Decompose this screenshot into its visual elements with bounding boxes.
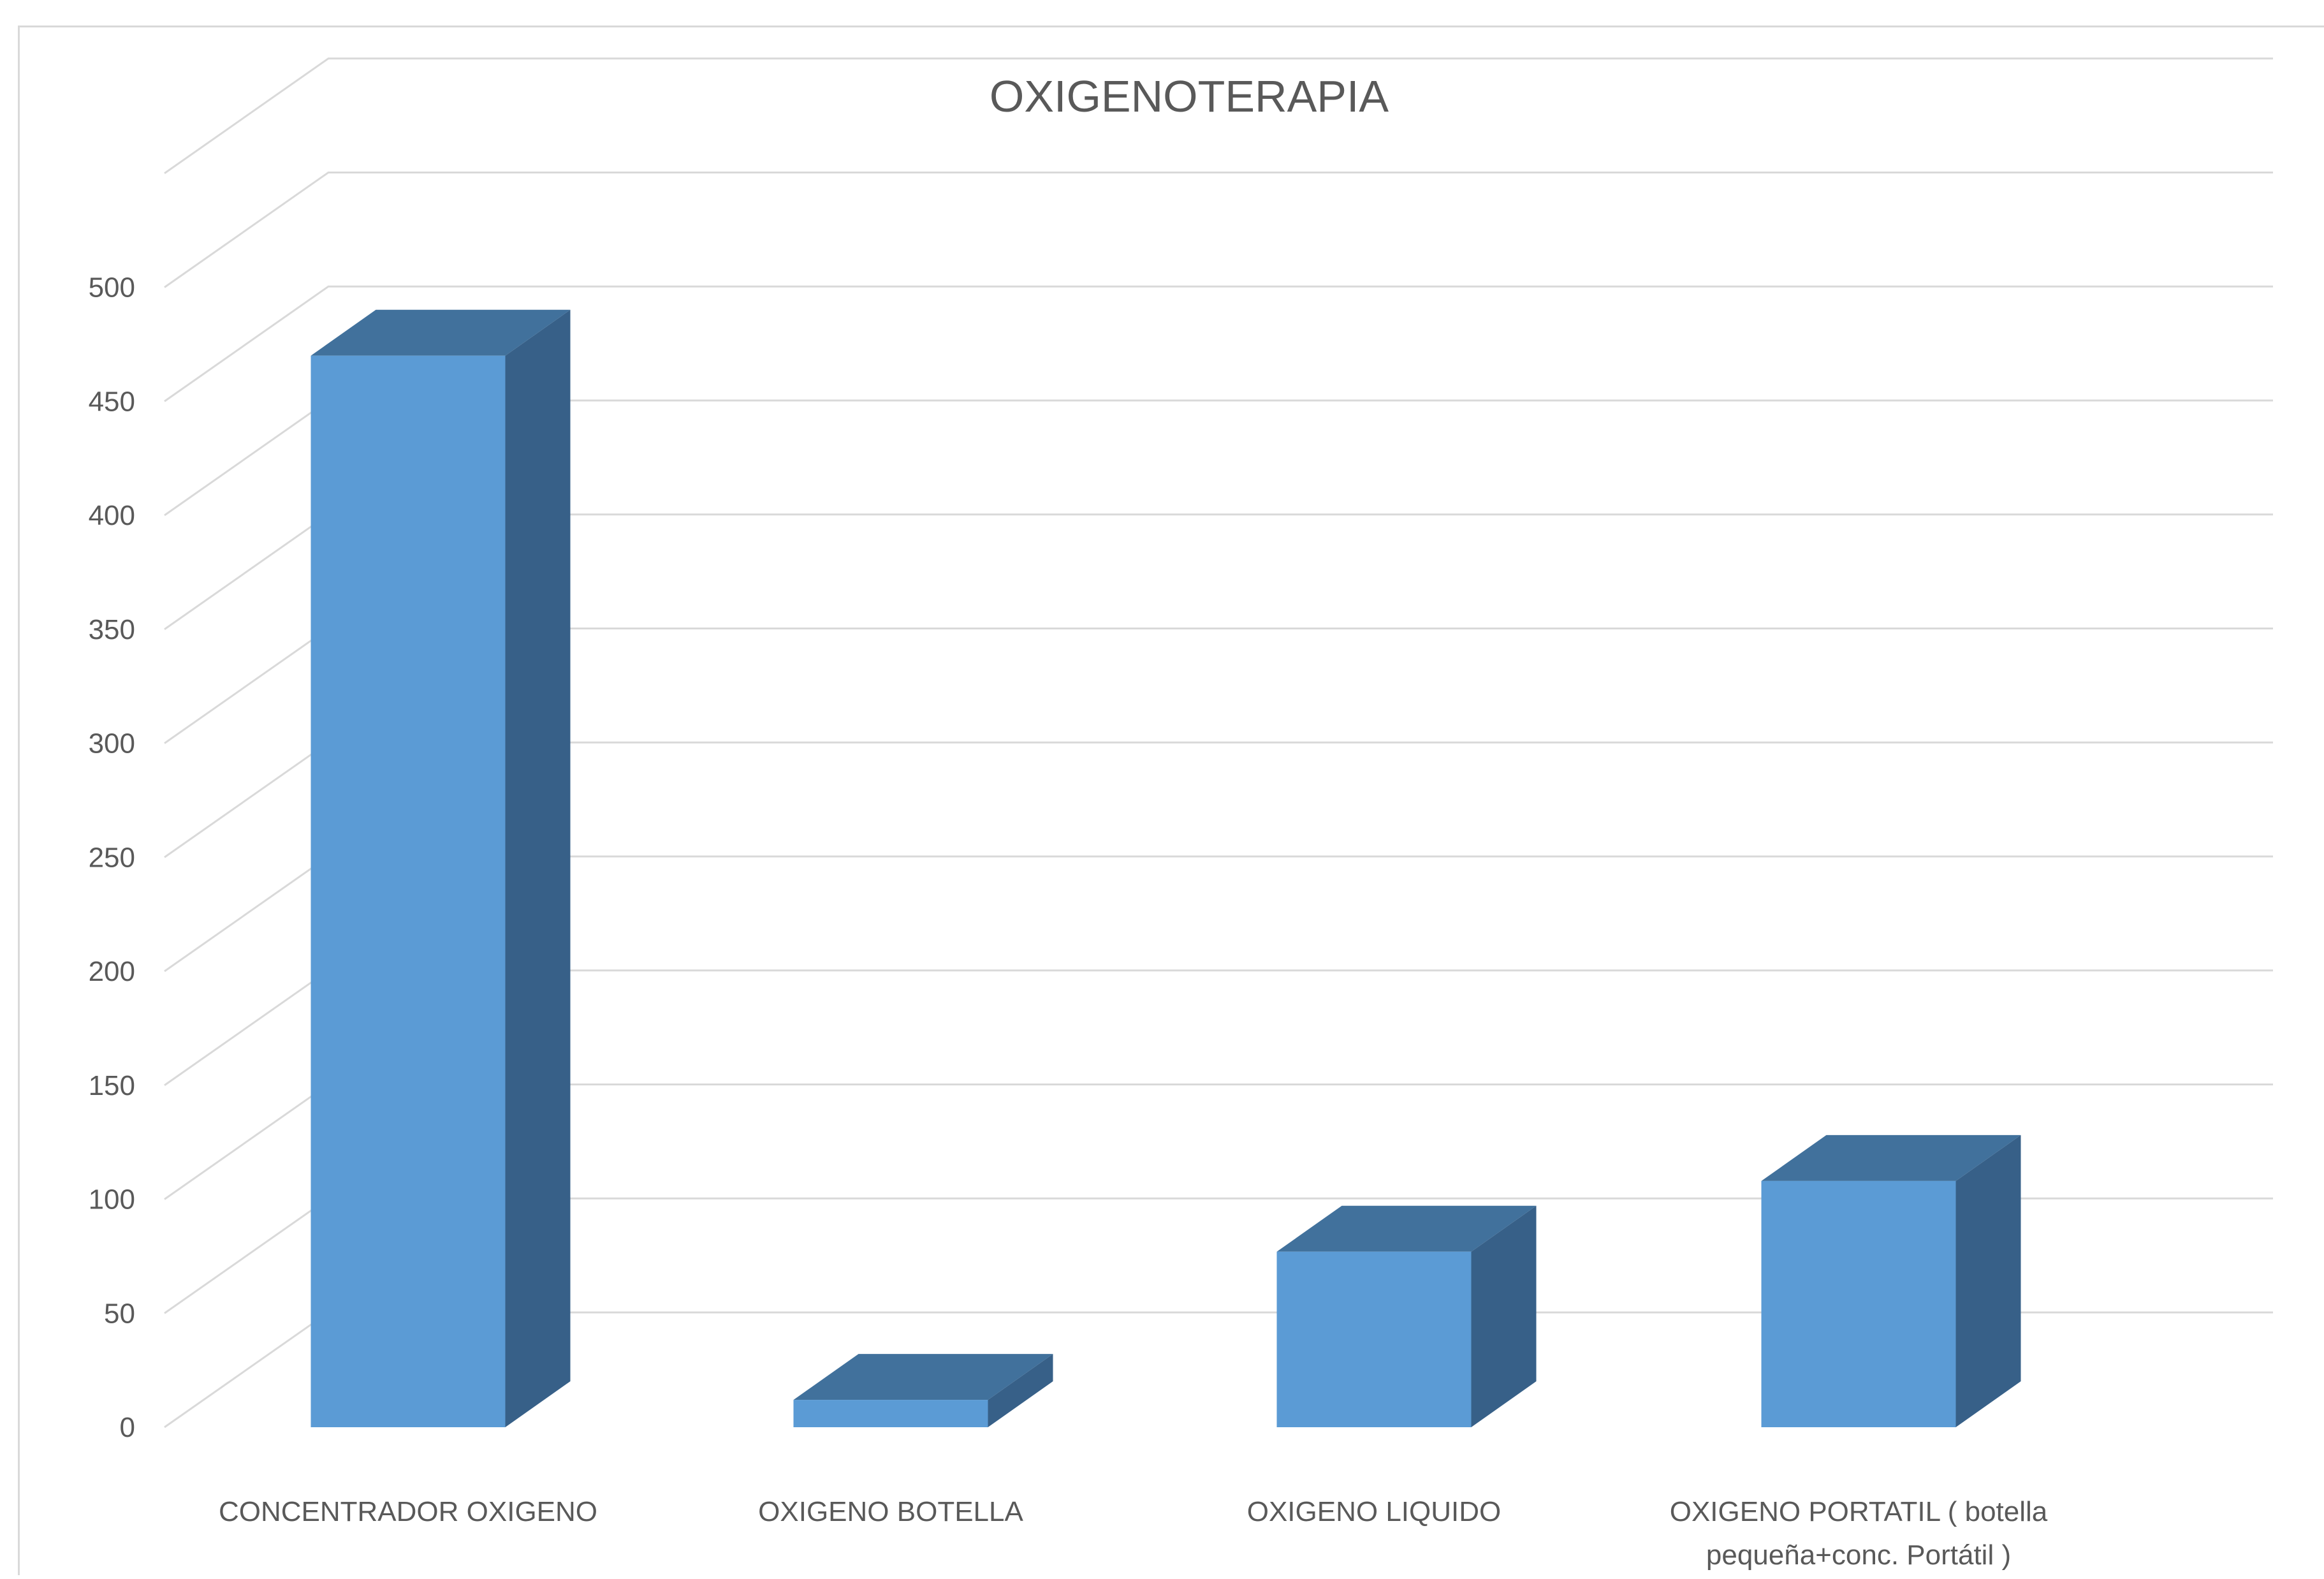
- bar-front: [1276, 1251, 1472, 1427]
- bar-front: [793, 1400, 988, 1427]
- x-category-label: OXIGENO PORTATIL ( botella: [1670, 1496, 2048, 1527]
- y-tick-label: 350: [89, 614, 135, 645]
- bar-side: [988, 1354, 1053, 1427]
- bar-front: [311, 355, 506, 1427]
- y-tick-label: 500: [89, 272, 135, 304]
- bar-top: [1761, 1135, 2021, 1181]
- x-category-label: OXIGENO BOTELLA: [758, 1496, 1023, 1527]
- bar-side: [505, 309, 571, 1427]
- y-tick-label: 200: [89, 956, 135, 987]
- gridline: [164, 57, 2273, 174]
- chart-frame: [18, 26, 2324, 1575]
- gridline: [164, 285, 2273, 402]
- y-axis-ticks: 0 50 100 150 200 250 300 350 400 450 500: [89, 272, 135, 1444]
- bar-top: [793, 1354, 1053, 1400]
- bars: [311, 309, 2021, 1427]
- x-category-label: OXIGENO LIQUIDO: [1247, 1496, 1502, 1527]
- bar-top: [1276, 1205, 1537, 1252]
- y-tick-label: 250: [89, 842, 135, 873]
- y-tick-label: 100: [89, 1184, 135, 1215]
- bar: [311, 309, 571, 1427]
- x-category-label: CONCENTRADOR OXIGENO: [219, 1496, 597, 1527]
- gridline: [164, 172, 2273, 288]
- bar-side: [1471, 1205, 1537, 1427]
- y-tick-label: 150: [89, 1070, 135, 1101]
- bar: [1276, 1205, 1537, 1427]
- y-tick-label: 400: [89, 500, 135, 531]
- x-category-label: pequeña+conc. Portátil ): [1706, 1539, 2011, 1571]
- bar-front: [1761, 1180, 1956, 1427]
- bar: [793, 1354, 1053, 1427]
- y-tick-label: 50: [104, 1298, 135, 1329]
- bar-side: [1955, 1135, 2021, 1427]
- y-tick-label: 450: [89, 386, 135, 417]
- y-tick-label: 0: [120, 1412, 135, 1443]
- y-tick-label: 300: [89, 728, 135, 760]
- x-axis-categories: CONCENTRADOR OXIGENO OXIGENO BOTELLA OXIGE…: [219, 1496, 2048, 1571]
- chart-title: OXIGENOTERAPIA: [990, 71, 1389, 121]
- bar-top: [311, 309, 571, 356]
- bar: [1761, 1135, 2021, 1427]
